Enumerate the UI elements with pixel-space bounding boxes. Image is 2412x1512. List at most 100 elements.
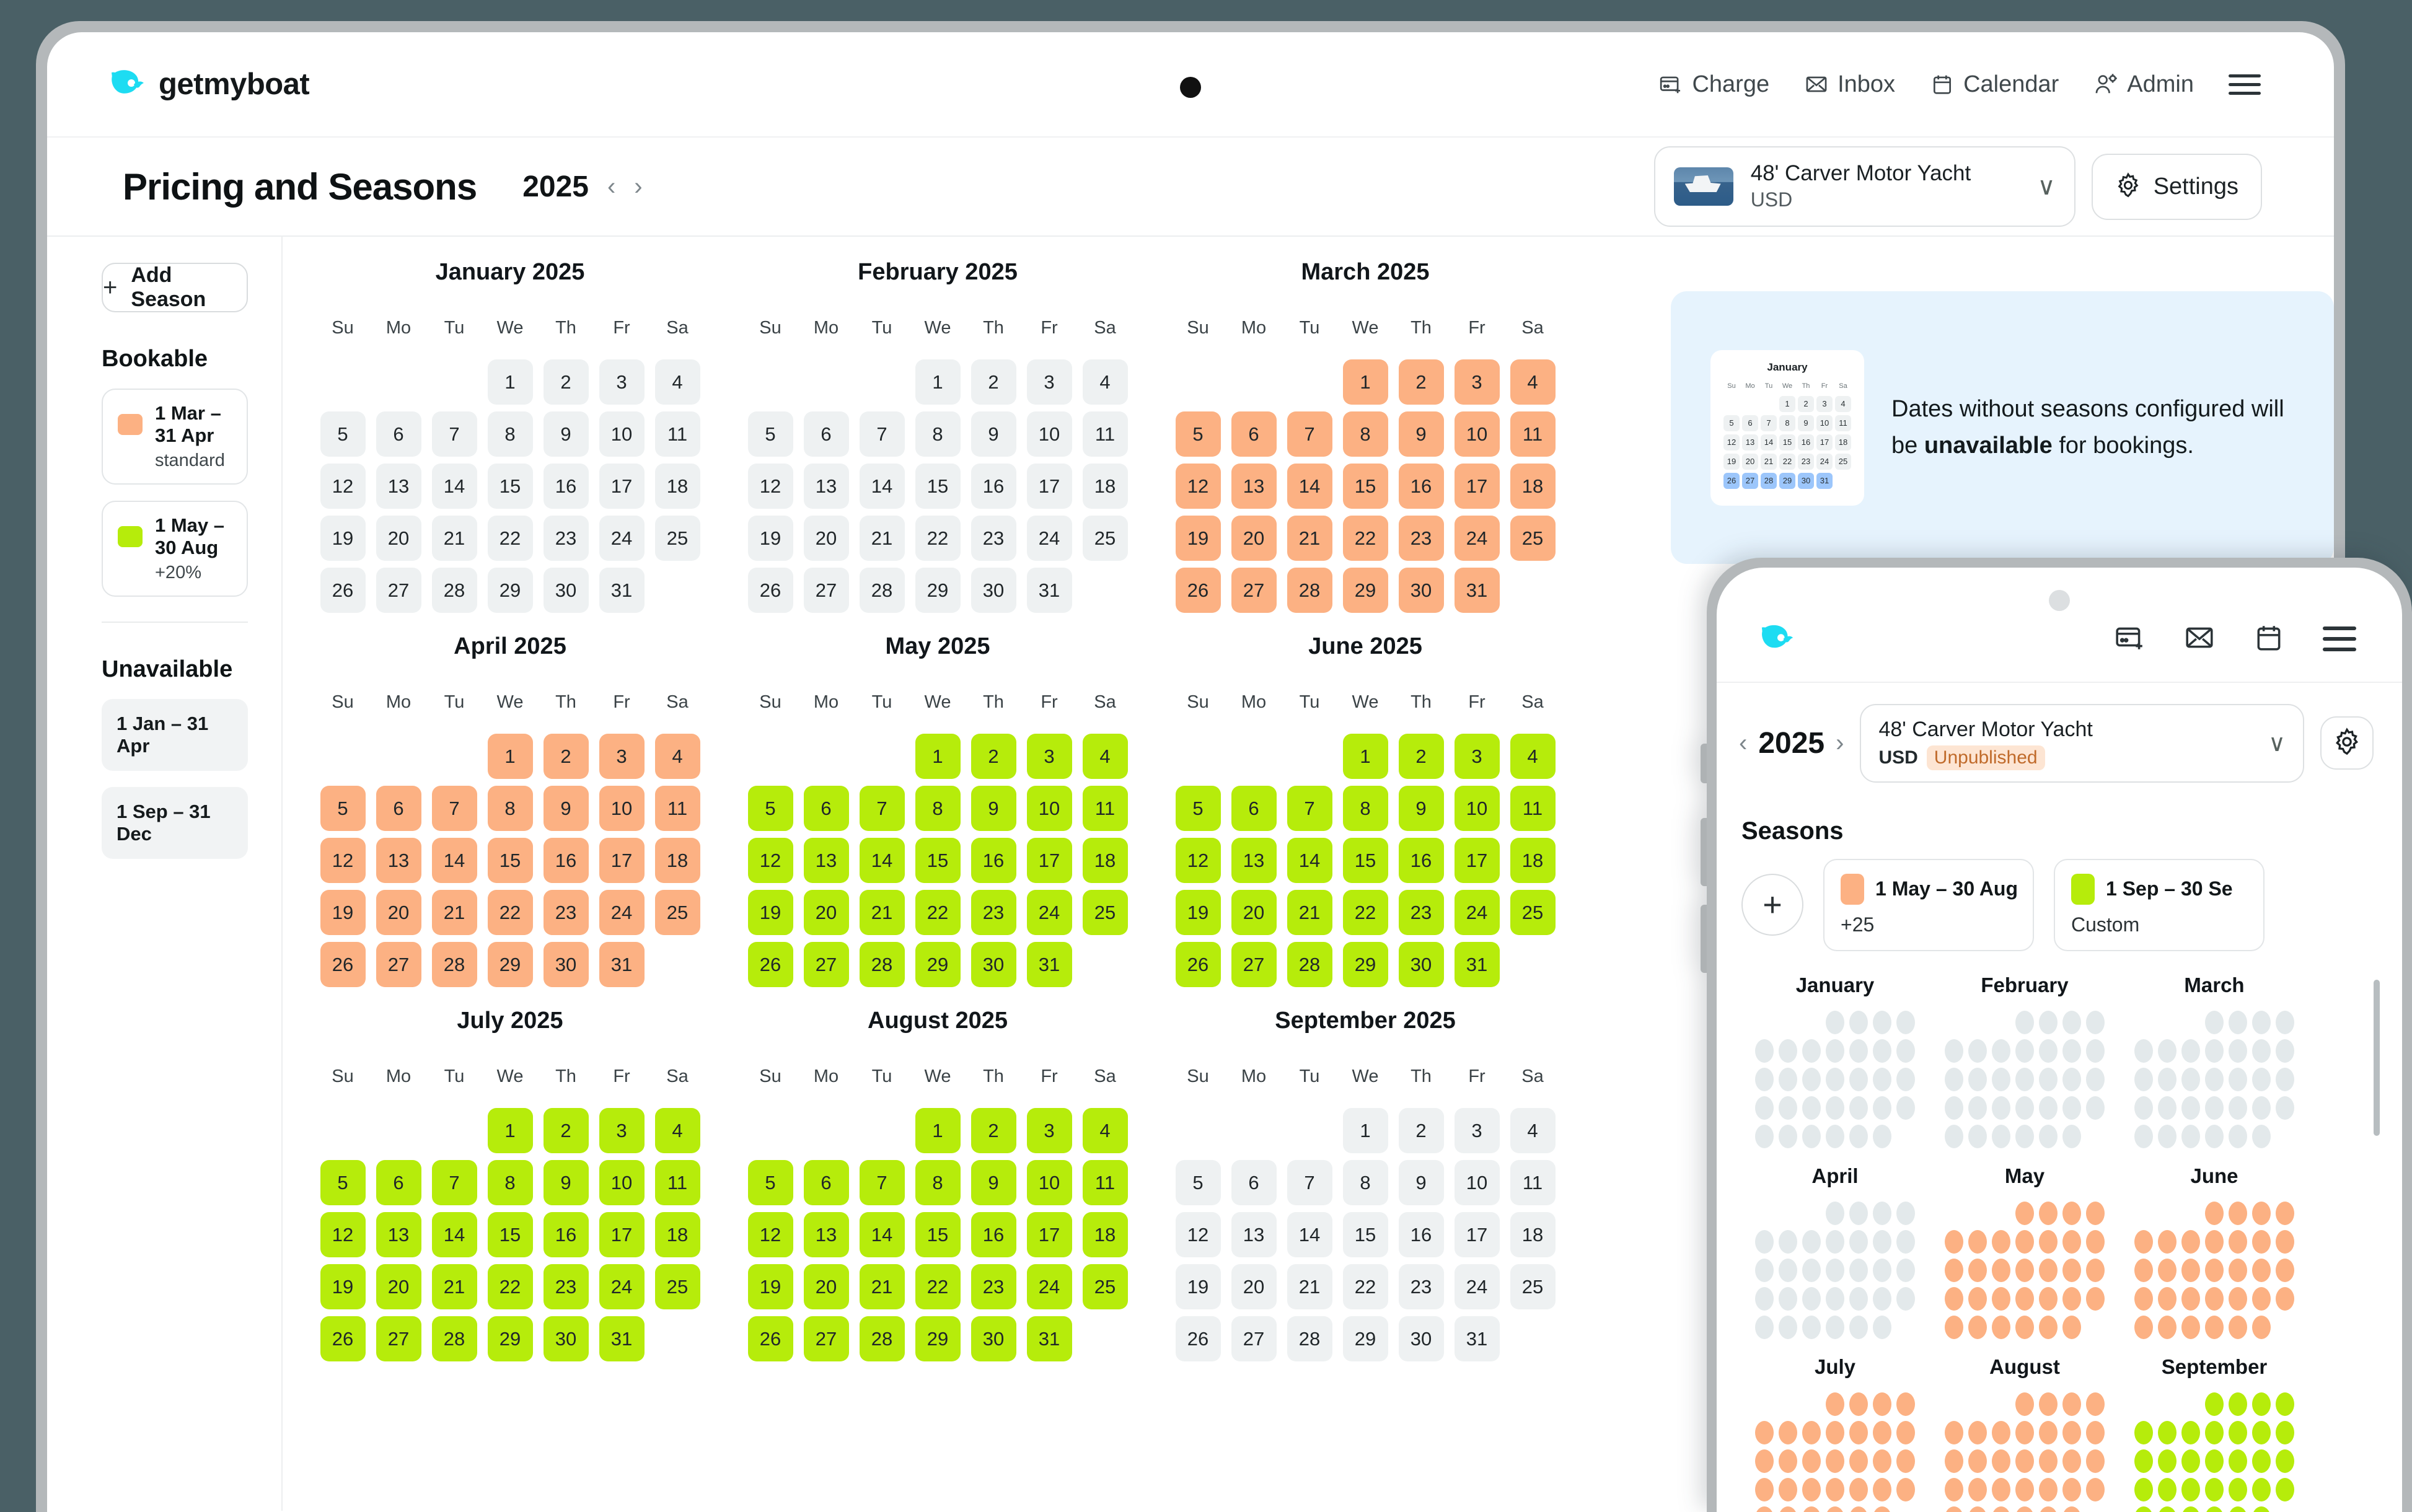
calendar-day[interactable]: 26 — [747, 568, 793, 613]
phone-day-dot[interactable] — [1873, 1096, 1891, 1120]
phone-day-dot[interactable] — [2252, 1258, 2271, 1282]
nav-item-inbox[interactable]: Inbox — [1804, 71, 1895, 98]
calendar-day[interactable]: 14 — [859, 1212, 905, 1257]
phone-day-dot[interactable] — [2062, 1229, 2081, 1254]
calendar-day[interactable]: 9 — [543, 786, 589, 831]
phone-day-dot[interactable] — [1826, 1286, 1844, 1311]
calendar-day[interactable]: 17 — [1026, 1212, 1072, 1257]
calendar-day[interactable]: 5 — [320, 786, 366, 831]
calendar-day[interactable]: 14 — [1287, 464, 1332, 509]
phone-day-dot[interactable] — [2158, 1258, 2177, 1282]
phone-day-dot[interactable] — [2086, 1067, 2105, 1091]
phone-day-dot[interactable] — [2181, 1258, 2200, 1282]
calendar-day[interactable]: 4 — [654, 359, 700, 405]
calendar-day[interactable]: 5 — [320, 1160, 366, 1205]
calendar-day[interactable]: 22 — [915, 516, 961, 561]
calendar-day[interactable]: 28 — [431, 942, 477, 987]
phone-day-dot[interactable] — [1802, 1477, 1821, 1501]
phone-day-dot[interactable] — [1968, 1229, 1987, 1254]
phone-day-dot[interactable] — [1826, 1096, 1844, 1120]
calendar-day[interactable]: 23 — [543, 890, 589, 935]
calendar-day[interactable]: 20 — [1231, 516, 1277, 561]
phone-day-dot[interactable] — [1992, 1124, 2010, 1148]
phone-day-dot[interactable] — [1945, 1449, 1963, 1473]
phone-day-dot[interactable] — [1755, 1420, 1774, 1444]
calendar-day[interactable]: 6 — [376, 786, 421, 831]
phone-day-dot[interactable] — [1826, 1420, 1844, 1444]
phone-add-season-button[interactable]: + — [1741, 874, 1803, 936]
phone-day-dot[interactable] — [1896, 1449, 1915, 1473]
phone-day-dot[interactable] — [2205, 1096, 2224, 1120]
phone-day-dot[interactable] — [2134, 1229, 2153, 1254]
add-season-button[interactable]: + Add Season — [102, 263, 248, 312]
phone-day-dot[interactable] — [2229, 1392, 2247, 1416]
calendar-day[interactable]: 18 — [1082, 838, 1128, 883]
phone-day-dot[interactable] — [1779, 1477, 1797, 1501]
phone-day-dot[interactable] — [2229, 1315, 2247, 1339]
calendar-day[interactable]: 15 — [487, 464, 533, 509]
phone-day-dot[interactable] — [2181, 1506, 2200, 1512]
phone-day-dot[interactable] — [2229, 1096, 2247, 1120]
phone-day-dot[interactable] — [1945, 1286, 1963, 1311]
phone-day-dot[interactable] — [2276, 1258, 2294, 1282]
phone-day-dot[interactable] — [2015, 1315, 2034, 1339]
calendar-day[interactable]: 13 — [1231, 1212, 1277, 1257]
phone-day-dot[interactable] — [1945, 1258, 1963, 1282]
phone-day-dot[interactable] — [2205, 1420, 2224, 1444]
calendar-day[interactable]: 13 — [1231, 838, 1277, 883]
phone-day-dot[interactable] — [2276, 1039, 2294, 1063]
calendar-day[interactable]: 31 — [1026, 942, 1072, 987]
calendar-day[interactable]: 18 — [1082, 464, 1128, 509]
phone-day-dot[interactable] — [1849, 1067, 1868, 1091]
phone-day-dot[interactable] — [1802, 1067, 1821, 1091]
unavailable-season-card[interactable]: 1 Sep – 31 Dec — [102, 787, 248, 859]
calendar-day[interactable]: 10 — [599, 1160, 645, 1205]
phone-day-dot[interactable] — [1826, 1229, 1844, 1254]
calendar-day[interactable]: 21 — [859, 516, 905, 561]
calendar-day[interactable]: 25 — [654, 516, 700, 561]
phone-day-dot[interactable] — [2252, 1010, 2271, 1034]
calendar-day[interactable]: 17 — [1026, 464, 1072, 509]
calendar-day[interactable]: 6 — [803, 411, 849, 457]
calendar-day[interactable]: 31 — [1026, 568, 1072, 613]
phone-day-dot[interactable] — [1896, 1067, 1915, 1091]
calendar-day[interactable]: 24 — [1454, 516, 1500, 561]
calendar-day[interactable]: 14 — [431, 1212, 477, 1257]
phone-day-dot[interactable] — [1896, 1229, 1915, 1254]
phone-day-dot[interactable] — [1849, 1229, 1868, 1254]
calendar-day[interactable]: 1 — [487, 359, 533, 405]
phone-day-dot[interactable] — [1755, 1477, 1774, 1501]
calendar-day[interactable]: 29 — [487, 568, 533, 613]
phone-day-dot[interactable] — [1802, 1315, 1821, 1339]
calendar-day[interactable]: 23 — [1398, 890, 1444, 935]
phone-day-dot[interactable] — [1873, 1124, 1891, 1148]
phone-day-dot[interactable] — [2252, 1506, 2271, 1512]
phone-day-dot[interactable] — [2015, 1124, 2034, 1148]
bookable-season-card[interactable]: 1 May – 30 Aug +20% — [102, 501, 248, 597]
phone-day-dot[interactable] — [1779, 1258, 1797, 1282]
phone-day-dot[interactable] — [2086, 1096, 2105, 1120]
phone-day-dot[interactable] — [1779, 1449, 1797, 1473]
phone-day-dot[interactable] — [2086, 1229, 2105, 1254]
phone-day-dot[interactable] — [1873, 1506, 1891, 1512]
calendar-day[interactable]: 21 — [859, 890, 905, 935]
phone-day-dot[interactable] — [2062, 1315, 2081, 1339]
phone-day-dot[interactable] — [2086, 1010, 2105, 1034]
calendar-day[interactable]: 24 — [599, 516, 645, 561]
calendar-day[interactable]: 8 — [915, 1160, 961, 1205]
phone-day-dot[interactable] — [2276, 1286, 2294, 1311]
phone-day-dot[interactable] — [1779, 1229, 1797, 1254]
calendar-day[interactable]: 6 — [1231, 1160, 1277, 1205]
brand-logo[interactable]: getmyboat — [109, 66, 310, 103]
phone-day-dot[interactable] — [1755, 1039, 1774, 1063]
phone-day-dot[interactable] — [1755, 1258, 1774, 1282]
phone-next-year-button[interactable]: › — [1836, 729, 1844, 757]
phone-day-dot[interactable] — [2276, 1420, 2294, 1444]
phone-day-dot[interactable] — [2229, 1201, 2247, 1225]
phone-day-dot[interactable] — [1849, 1506, 1868, 1512]
phone-day-dot[interactable] — [1873, 1201, 1891, 1225]
calendar-day[interactable]: 12 — [320, 1212, 366, 1257]
nav-item-charge[interactable]: Charge — [1658, 71, 1769, 98]
calendar-day[interactable]: 19 — [1175, 1264, 1221, 1309]
calendar-day[interactable]: 22 — [487, 890, 533, 935]
